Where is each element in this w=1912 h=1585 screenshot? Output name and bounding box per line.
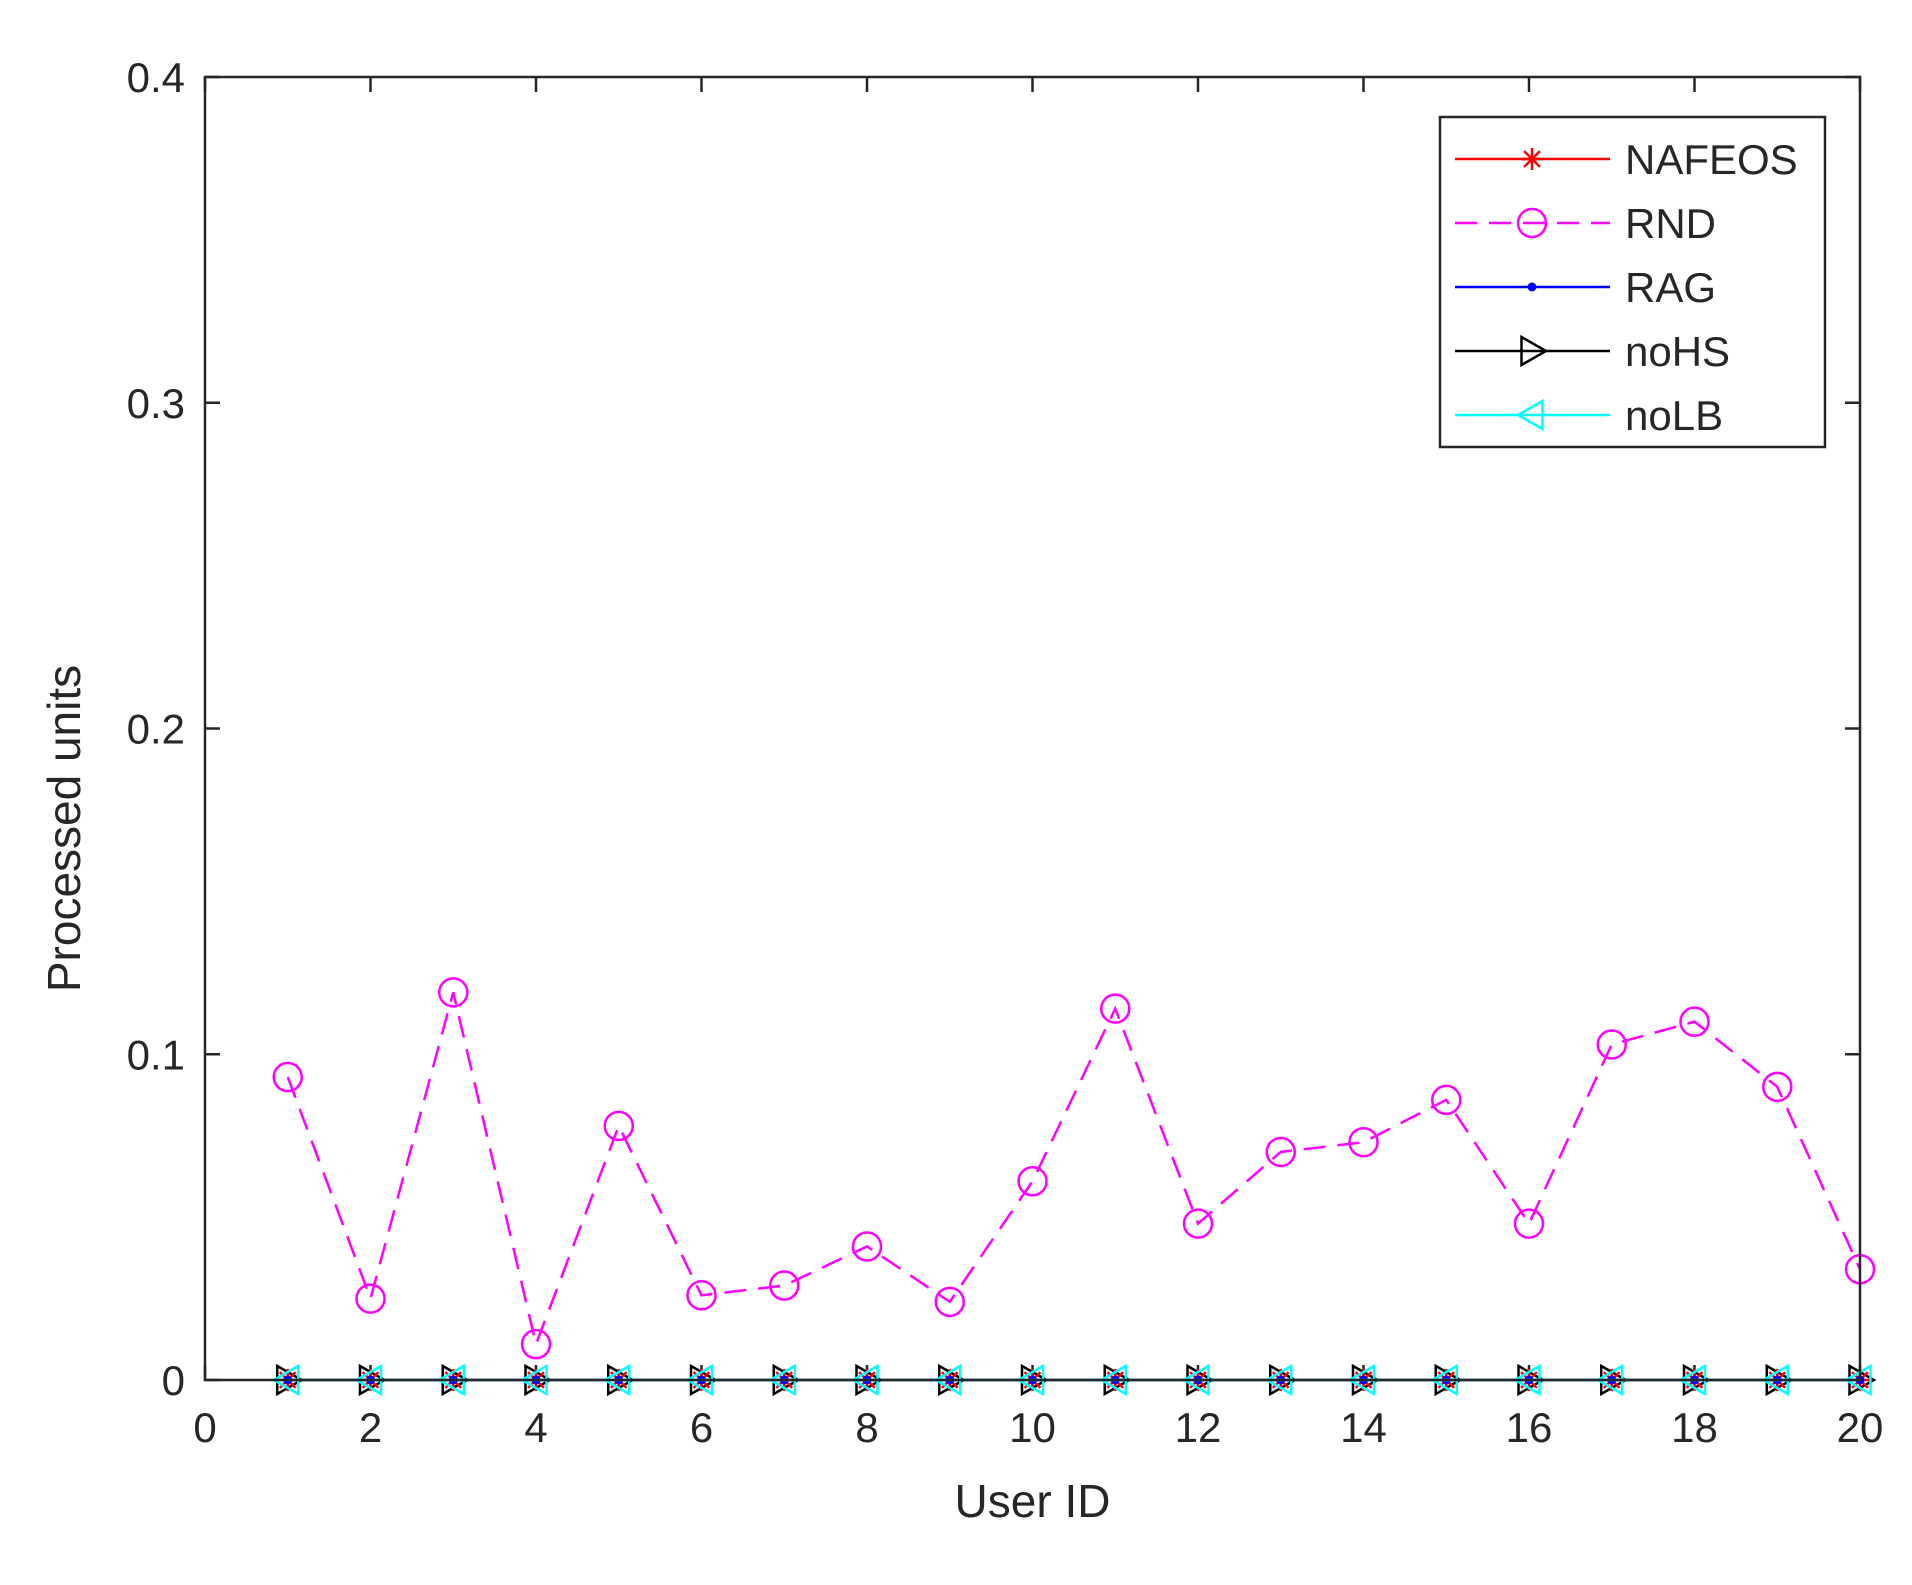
legend-marker-rag — [1527, 282, 1537, 292]
x-tick-label: 18 — [1671, 1404, 1718, 1451]
data-point-rnd — [769, 1270, 800, 1301]
data-point-rnd — [1596, 1029, 1627, 1060]
data-point-rnd — [520, 1328, 552, 1360]
legend-box — [1438, 115, 1827, 449]
data-point-rnd — [1017, 1166, 1048, 1197]
x-tick-label: 12 — [1175, 1404, 1222, 1451]
data-point-rnd — [1762, 1071, 1793, 1103]
data-point-rnd — [438, 977, 469, 1008]
x-axis-label: User ID — [955, 1475, 1111, 1527]
legend-label-nafeos: NAFEOS — [1625, 136, 1798, 183]
legend: NAFEOS RND RAG noHS noLB — [1438, 115, 1827, 449]
y-tick-label: 0.3 — [127, 380, 185, 427]
data-point-rnd — [1513, 1208, 1545, 1239]
data-point-rnd — [1100, 993, 1131, 1024]
y-tick-label: 0.4 — [127, 54, 185, 101]
legend-label-nohs: noHS — [1625, 328, 1730, 375]
x-tick-label: 4 — [524, 1404, 547, 1451]
x-tick-label: 8 — [855, 1404, 878, 1451]
data-point-rnd — [1679, 1006, 1710, 1037]
x-tick-label: 10 — [1009, 1404, 1056, 1451]
x-tick-label: 20 — [1837, 1404, 1884, 1451]
legend-marker-nafeos — [1521, 148, 1543, 170]
data-point-rnd — [1431, 1084, 1462, 1116]
y-axis-label: Processed units — [38, 665, 90, 992]
axes: 0 2 4 6 8 10 12 14 16 18 20 0 0.1 0.2 0.3 0.4 — [127, 54, 1884, 1451]
x-tick-label: 0 — [193, 1404, 216, 1451]
data-point-rnd — [1265, 1136, 1296, 1168]
legend-label-rag: RAG — [1625, 264, 1716, 311]
x-tick-label: 2 — [359, 1404, 382, 1451]
data-point-rnd — [1348, 1126, 1379, 1158]
y-tick-label: 0.2 — [127, 706, 185, 753]
x-tick-label: 14 — [1340, 1404, 1387, 1451]
data-point-rnd — [272, 1061, 303, 1093]
legend-marker-nohs — [1520, 334, 1549, 368]
data-point-rnd — [355, 1283, 386, 1314]
series-rnd — [272, 977, 1876, 1360]
series-line-rnd — [286, 992, 1862, 1349]
data-point-rnd — [1182, 1208, 1214, 1239]
data-point-nolb — [1843, 1363, 1872, 1397]
legend-marker-rnd — [1516, 207, 1548, 239]
y-tick-label: 0 — [162, 1357, 185, 1404]
data-point-rnd — [603, 1110, 634, 1142]
data-point-rnd — [851, 1231, 883, 1262]
legend-label-nolb: noLB — [1625, 392, 1723, 439]
y-tick-label: 0.1 — [127, 1031, 185, 1078]
plot-frame — [203, 75, 1862, 1382]
data-point-rnd — [934, 1286, 965, 1318]
legend-label-rnd: RND — [1625, 200, 1716, 247]
legend-marker-nolb — [1515, 398, 1544, 432]
data-point-rnd — [686, 1280, 717, 1311]
x-tick-label: 16 — [1506, 1404, 1553, 1451]
x-tick-label: 6 — [690, 1404, 713, 1451]
